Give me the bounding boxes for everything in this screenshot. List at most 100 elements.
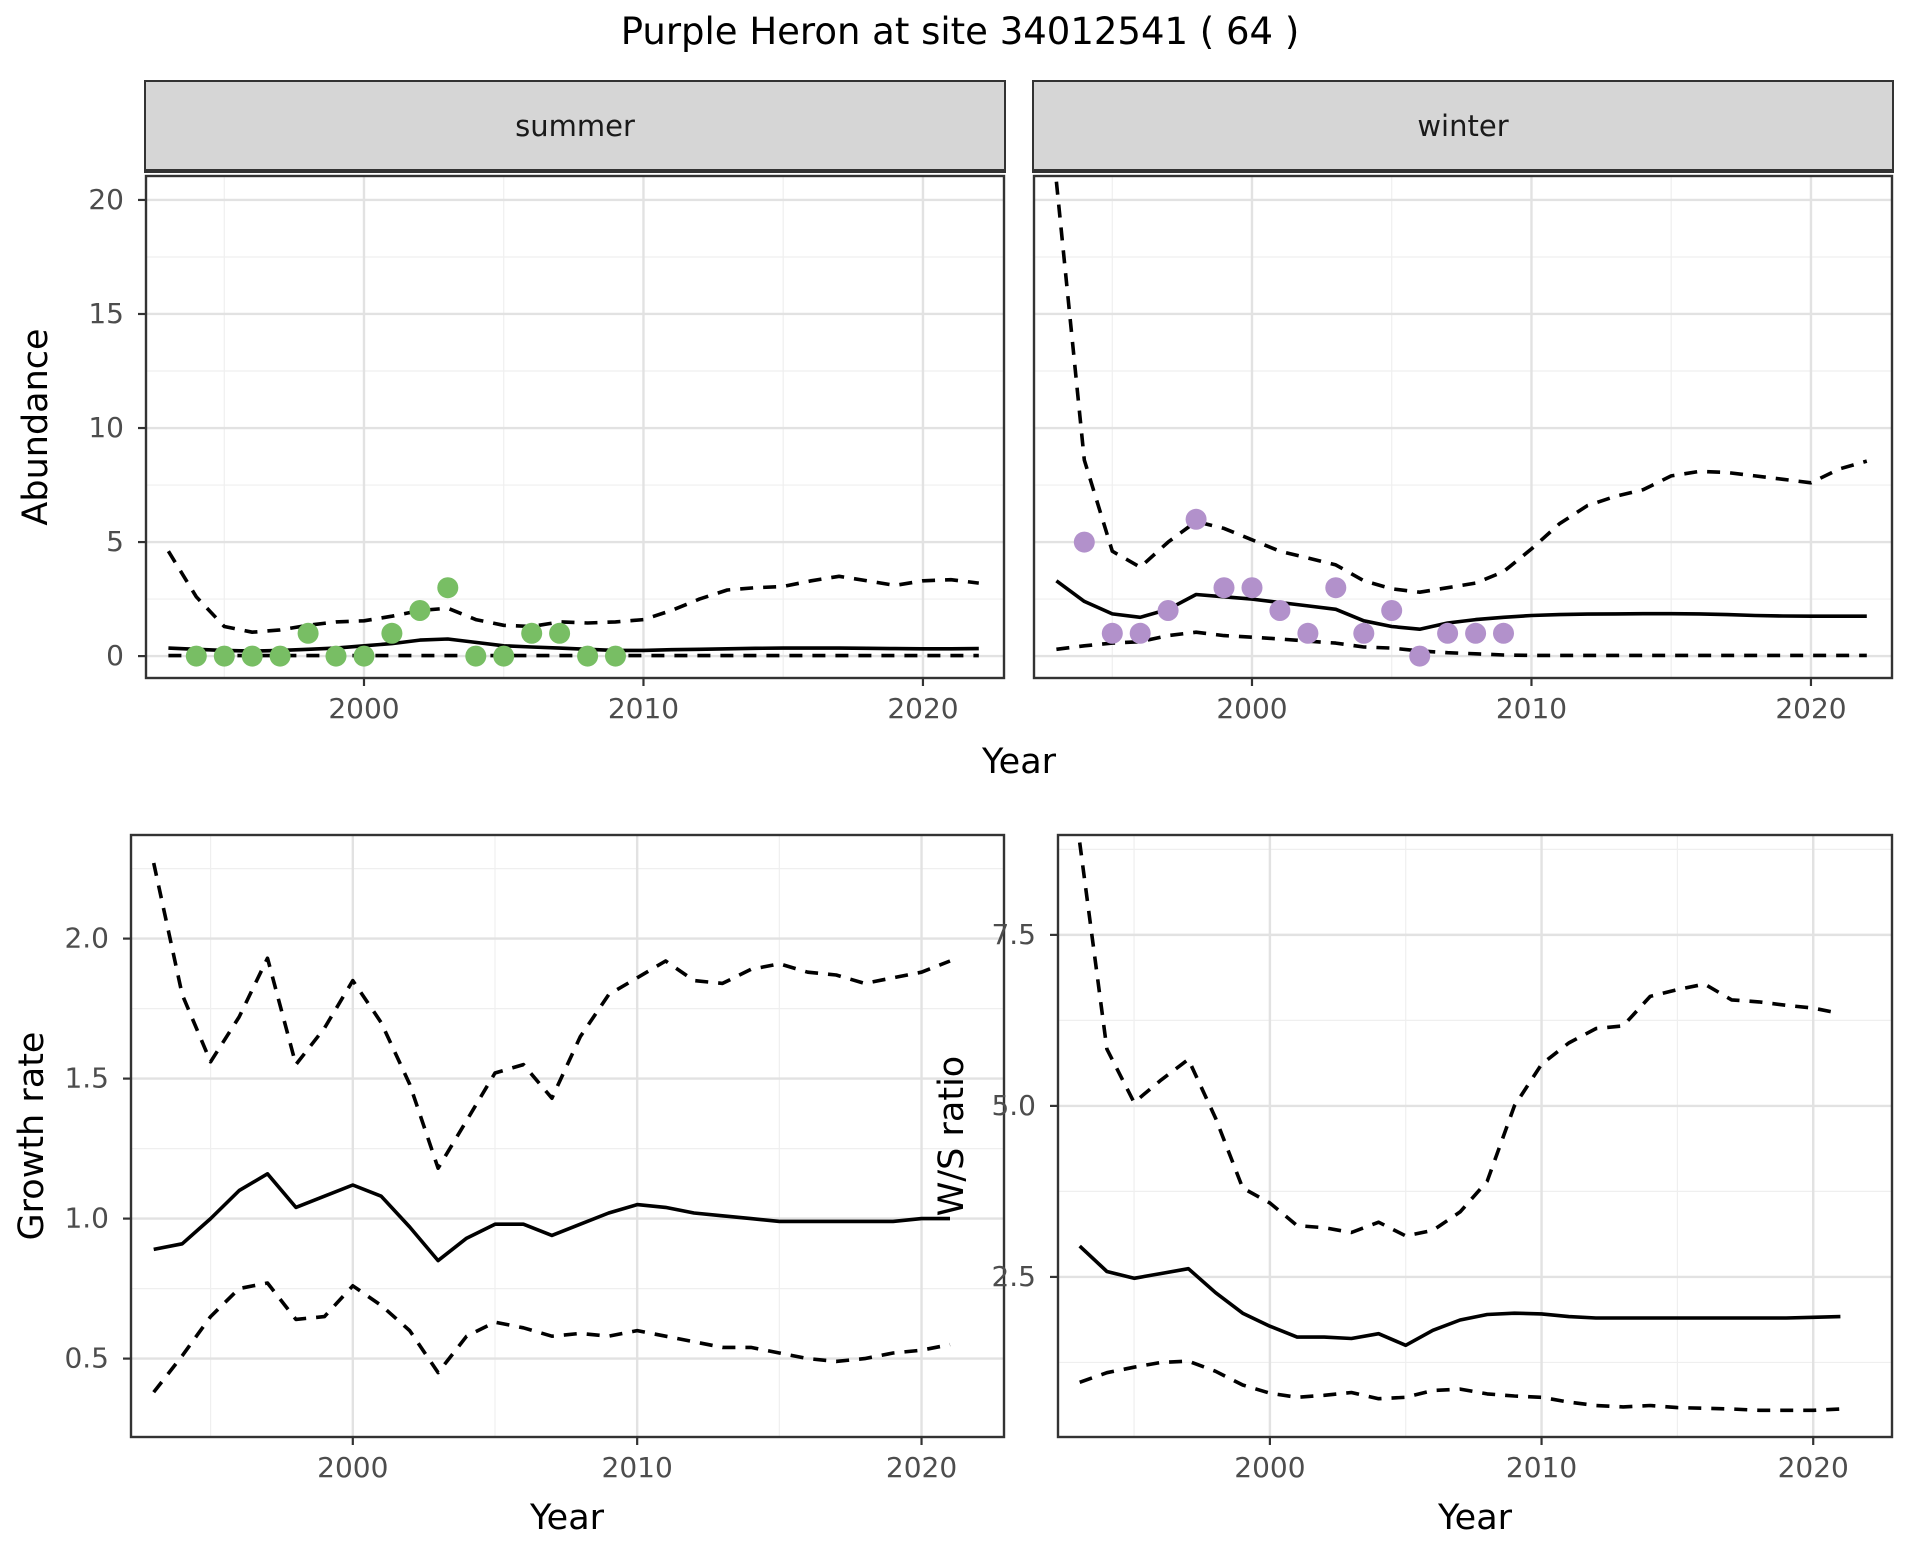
y-tick-label: 20 (88, 183, 124, 216)
y-tick-label: 1.5 (64, 1062, 109, 1095)
mean-line (1055, 579, 1867, 632)
y-axis-ticks: 0.5 1.0 1.5 2.0 (64, 922, 131, 1375)
x-axis-title-year-top: Year (981, 742, 1057, 782)
data-point (1493, 622, 1514, 644)
data-point (241, 645, 263, 667)
gridlines (1034, 176, 1892, 678)
data-point (549, 622, 571, 644)
panel-border (1056, 833, 1894, 1439)
x-tick-label: 2010 (1496, 692, 1567, 725)
upper-ci-line (1077, 842, 1841, 1238)
x-tick-label: 2000 (317, 1451, 388, 1484)
panel-growth-rate: 2000 2010 2020 0.5 1.0 1.5 2.0 (64, 833, 1006, 1484)
y-axis-title-ws-ratio: W/S ratio (932, 1055, 972, 1217)
series-lines (1077, 842, 1841, 1413)
data-point (1213, 577, 1235, 599)
facet-strip-summer-label: summer (515, 108, 635, 143)
x-tick-label: 2020 (886, 1451, 957, 1484)
data-point (1073, 531, 1095, 553)
observed-points (185, 577, 626, 667)
series-lines (166, 550, 980, 658)
data-point (269, 645, 291, 667)
y-tick-label: 5.0 (991, 1089, 1036, 1122)
observed-points (1073, 508, 1514, 667)
facet-strip-winter: winter (1032, 80, 1894, 173)
data-point (465, 645, 487, 667)
y-axis-title-growth-rate: Growth rate (12, 1031, 52, 1241)
upper-ci-line (166, 550, 980, 635)
x-axis-ticks: 2000 2010 2020 (317, 1437, 957, 1484)
x-axis-title-year-bottom-left: Year (529, 1498, 605, 1538)
data-point (1325, 577, 1347, 599)
panel-abundance-winter: 2000 2010 2020 (1032, 174, 1894, 725)
y-tick-label: 15 (88, 297, 124, 330)
x-axis-title-year-bottom-right: Year (1437, 1498, 1513, 1538)
y-axis-ticks: 2.5 5.0 7.5 (991, 918, 1058, 1293)
x-axis-ticks: 2000 2010 2020 (1216, 678, 1847, 725)
data-point (1157, 600, 1179, 621)
x-tick-label: 2020 (1775, 692, 1846, 725)
data-point (521, 622, 543, 644)
data-point (325, 645, 347, 667)
y-tick-label: 7.5 (991, 918, 1036, 951)
gridlines (1058, 835, 1892, 1437)
data-point (1241, 577, 1263, 599)
y-axis-ticks: 0 5 10 15 20 (88, 183, 146, 672)
mean-line (168, 637, 979, 653)
mean-line (1078, 1244, 1841, 1348)
panel-ws-ratio: 2000 2010 2020 2.5 5.0 7.5 (991, 833, 1894, 1484)
data-point (185, 645, 207, 667)
data-point (1129, 622, 1151, 644)
facet-strip-winter-label: winter (1417, 108, 1509, 143)
panel-border (1032, 174, 1894, 680)
y-tick-label: 1.0 (64, 1202, 109, 1235)
y-tick-label: 0.5 (64, 1342, 109, 1375)
upper-ci-line (151, 862, 951, 1170)
x-axis-ticks: 2000 2010 2020 (328, 678, 959, 725)
lower-ci-line (1079, 1359, 1841, 1413)
x-axis-ticks: 2000 2010 2020 (1234, 1437, 1849, 1484)
data-point (437, 577, 459, 599)
x-tick-label: 2000 (1216, 692, 1287, 725)
lower-ci-line (1056, 630, 1867, 658)
y-tick-label: 2.5 (991, 1260, 1036, 1293)
plot-title: Purple Heron at site 34012541 ( 64 ) (620, 10, 1300, 53)
data-point (1381, 600, 1403, 621)
series-lines (1054, 181, 1868, 658)
data-point (353, 645, 375, 667)
data-point (577, 645, 599, 667)
x-tick-label: 2010 (1506, 1451, 1577, 1484)
data-point (1297, 622, 1319, 644)
data-point (213, 645, 235, 667)
data-point (493, 645, 515, 667)
upper-ci-line (1054, 181, 1868, 595)
y-tick-label: 0 (106, 639, 124, 672)
gridlines (131, 835, 1004, 1437)
x-tick-label: 2020 (887, 692, 958, 725)
data-point (1101, 622, 1123, 644)
x-tick-label: 2010 (602, 1451, 673, 1484)
data-point (1465, 622, 1487, 644)
x-tick-label: 2000 (1234, 1451, 1305, 1484)
y-tick-label: 5 (106, 525, 124, 558)
mean-line (153, 1172, 950, 1263)
panel-border (129, 833, 1006, 1439)
data-point (605, 645, 626, 667)
y-axis-title-abundance: Abundance (16, 328, 56, 526)
data-point (1409, 645, 1431, 667)
y-tick-label: 10 (88, 411, 124, 444)
data-point (409, 600, 431, 621)
x-tick-label: 2020 (1778, 1451, 1849, 1484)
data-point (1185, 508, 1207, 530)
lower-ci-line (152, 1281, 951, 1394)
data-point (381, 622, 403, 644)
gridlines (146, 176, 1004, 678)
y-tick-label: 2.0 (64, 922, 109, 955)
data-point (1353, 622, 1375, 644)
panel-abundance-summer: 2000 2010 2020 0 5 10 15 20 (88, 174, 1006, 725)
data-point (1269, 600, 1291, 621)
x-tick-label: 2010 (608, 692, 679, 725)
x-tick-label: 2000 (328, 692, 399, 725)
